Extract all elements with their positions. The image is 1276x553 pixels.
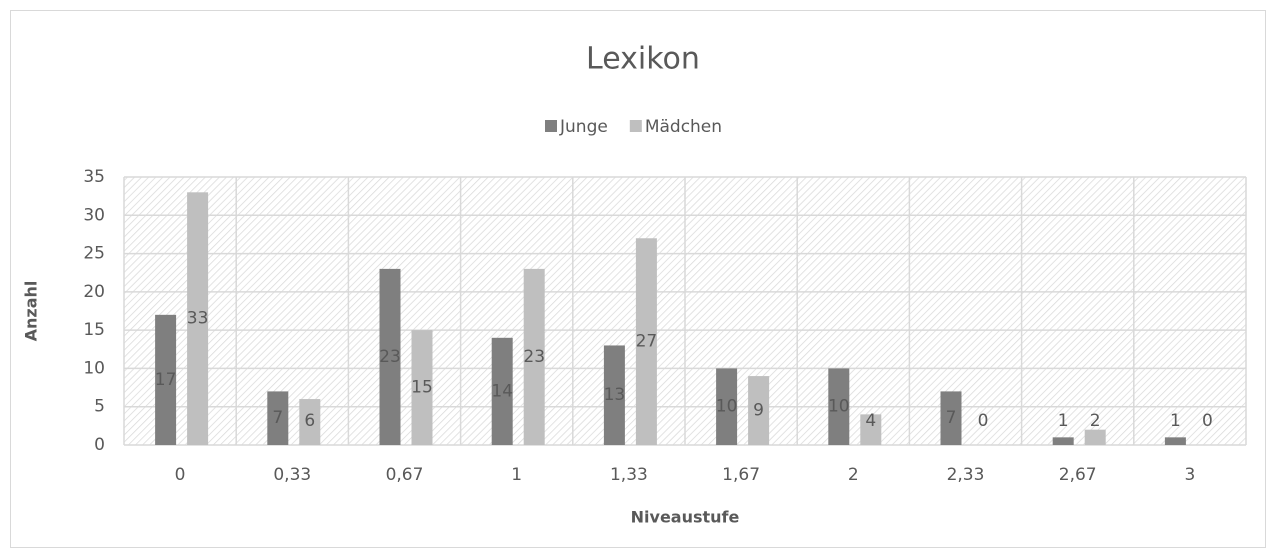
x-tick-label: 1 (511, 465, 522, 485)
y-tick-label: 0 (94, 435, 105, 455)
y-tick-label: 10 (83, 358, 105, 378)
data-label: 17 (155, 370, 177, 390)
bar (299, 399, 321, 445)
x-tick-label: 2,67 (1059, 465, 1097, 485)
x-tick-label: 3 (1184, 465, 1195, 485)
y-axis-label: Anzahl (22, 281, 41, 342)
data-label: 33 (187, 309, 209, 329)
bar (491, 337, 513, 445)
x-tick-label: 0,67 (386, 465, 424, 485)
data-label: 2 (1090, 411, 1101, 431)
chart-title: Lexikon (586, 42, 700, 77)
bar (523, 268, 545, 445)
bar (940, 391, 962, 445)
legend-label: Junge (559, 117, 608, 137)
data-label: 15 (411, 378, 433, 398)
bar (748, 376, 770, 445)
x-axis-label: Niveaustufe (631, 508, 740, 527)
bar (379, 268, 401, 445)
y-tick-label: 35 (83, 167, 105, 187)
data-label: 0 (1202, 411, 1213, 431)
data-label: 27 (636, 332, 658, 352)
x-tick-label: 0,33 (273, 465, 311, 485)
legend-swatch (629, 120, 642, 132)
bar (635, 238, 657, 445)
data-label: 7 (272, 408, 283, 428)
bar (828, 368, 850, 445)
y-tick-label: 5 (94, 397, 105, 417)
data-label: 7 (946, 408, 957, 428)
bar (411, 330, 433, 445)
data-label: 0 (978, 411, 989, 431)
y-tick-label: 30 (83, 205, 105, 225)
data-label: 13 (604, 385, 626, 405)
bar (155, 314, 177, 445)
bar (1164, 437, 1186, 445)
bar (716, 368, 738, 445)
data-label: 10 (716, 397, 738, 417)
y-tick-label: 15 (83, 320, 105, 340)
data-label: 9 (753, 401, 764, 421)
bar (267, 391, 289, 445)
data-label: 4 (865, 411, 876, 431)
x-tick-label: 2 (848, 465, 859, 485)
bar (603, 345, 625, 445)
bar (860, 414, 882, 445)
data-label: 10 (828, 397, 850, 417)
x-tick-label: 0 (175, 465, 186, 485)
data-label: 6 (304, 411, 315, 431)
bar (187, 192, 209, 445)
data-label: 1 (1058, 411, 1069, 431)
x-tick-label: 1,67 (722, 465, 760, 485)
bar (1084, 429, 1106, 445)
x-tick-label: 2,33 (947, 465, 985, 485)
data-label: 23 (523, 347, 545, 367)
data-label: 14 (491, 381, 513, 401)
legend-swatch (545, 120, 557, 132)
x-tick-label: 1,33 (610, 465, 648, 485)
y-tick-label: 20 (83, 282, 105, 302)
data-label: 1 (1170, 411, 1181, 431)
bar (1052, 437, 1074, 445)
data-label: 23 (379, 347, 401, 367)
y-tick-label: 25 (83, 244, 105, 264)
legend-label: Mädchen (645, 117, 722, 137)
